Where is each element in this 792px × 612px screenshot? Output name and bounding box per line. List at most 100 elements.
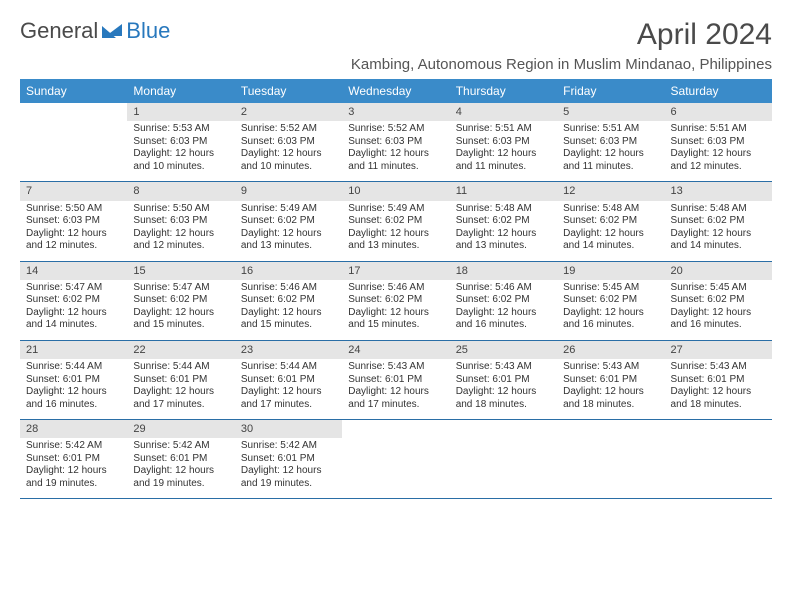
day-header: Sunday — [20, 79, 127, 103]
calendar-day-cell: 23Sunrise: 5:44 AMSunset: 6:01 PMDayligh… — [235, 340, 342, 419]
calendar-day-cell — [665, 420, 772, 499]
logo-text-blue: Blue — [126, 18, 170, 44]
day-body: Sunrise: 5:43 AMSunset: 6:01 PMDaylight:… — [342, 359, 449, 419]
day-line: Sunrise: 5:53 AM — [133, 123, 228, 136]
calendar-day-cell — [20, 103, 127, 182]
day-line: Sunrise: 5:42 AM — [241, 440, 336, 453]
day-line: Sunset: 6:01 PM — [241, 374, 336, 387]
day-number: 18 — [450, 262, 557, 280]
day-line: Daylight: 12 hours — [133, 148, 228, 161]
day-line: Sunset: 6:03 PM — [671, 136, 766, 149]
calendar-day-cell: 7Sunrise: 5:50 AMSunset: 6:03 PMDaylight… — [20, 182, 127, 261]
day-line: Sunrise: 5:49 AM — [241, 203, 336, 216]
day-number: 29 — [127, 420, 234, 438]
day-body: Sunrise: 5:47 AMSunset: 6:02 PMDaylight:… — [127, 280, 234, 340]
day-line: Daylight: 12 hours — [563, 307, 658, 320]
calendar-day-cell: 8Sunrise: 5:50 AMSunset: 6:03 PMDaylight… — [127, 182, 234, 261]
day-line: Sunset: 6:03 PM — [456, 136, 551, 149]
day-line: Sunrise: 5:43 AM — [563, 361, 658, 374]
calendar-week-row: 14Sunrise: 5:47 AMSunset: 6:02 PMDayligh… — [20, 261, 772, 340]
day-line: Daylight: 12 hours — [241, 386, 336, 399]
day-number: 4 — [450, 103, 557, 121]
calendar-day-cell — [342, 420, 449, 499]
day-number: 14 — [20, 262, 127, 280]
day-body: Sunrise: 5:51 AMSunset: 6:03 PMDaylight:… — [557, 121, 664, 181]
day-line: and 17 minutes. — [348, 399, 443, 412]
day-number: 5 — [557, 103, 664, 121]
day-body: Sunrise: 5:49 AMSunset: 6:02 PMDaylight:… — [235, 201, 342, 261]
day-line: Daylight: 12 hours — [348, 307, 443, 320]
day-number: 11 — [450, 182, 557, 200]
day-body: Sunrise: 5:42 AMSunset: 6:01 PMDaylight:… — [20, 438, 127, 498]
day-line: Sunset: 6:01 PM — [26, 374, 121, 387]
day-line: Sunset: 6:02 PM — [563, 215, 658, 228]
calendar-day-cell: 5Sunrise: 5:51 AMSunset: 6:03 PMDaylight… — [557, 103, 664, 182]
calendar-day-cell: 10Sunrise: 5:49 AMSunset: 6:02 PMDayligh… — [342, 182, 449, 261]
day-header: Thursday — [450, 79, 557, 103]
day-line: Sunrise: 5:48 AM — [563, 203, 658, 216]
day-body: Sunrise: 5:48 AMSunset: 6:02 PMDaylight:… — [665, 201, 772, 261]
day-number — [20, 103, 127, 119]
calendar-day-cell: 6Sunrise: 5:51 AMSunset: 6:03 PMDaylight… — [665, 103, 772, 182]
day-line: Daylight: 12 hours — [133, 307, 228, 320]
day-line: and 12 minutes. — [133, 240, 228, 253]
day-line: Sunrise: 5:52 AM — [241, 123, 336, 136]
day-line: Sunset: 6:02 PM — [563, 294, 658, 307]
day-line: Sunset: 6:03 PM — [133, 215, 228, 228]
calendar-day-cell — [557, 420, 664, 499]
day-number: 10 — [342, 182, 449, 200]
day-line: and 16 minutes. — [563, 319, 658, 332]
day-number: 27 — [665, 341, 772, 359]
day-line: Sunset: 6:01 PM — [563, 374, 658, 387]
day-number: 16 — [235, 262, 342, 280]
day-line: Sunrise: 5:44 AM — [241, 361, 336, 374]
day-body: Sunrise: 5:44 AMSunset: 6:01 PMDaylight:… — [235, 359, 342, 419]
day-body: Sunrise: 5:51 AMSunset: 6:03 PMDaylight:… — [665, 121, 772, 181]
day-line: Sunrise: 5:50 AM — [133, 203, 228, 216]
day-line: Daylight: 12 hours — [241, 465, 336, 478]
day-line: Daylight: 12 hours — [563, 386, 658, 399]
calendar-thead: SundayMondayTuesdayWednesdayThursdayFrid… — [20, 79, 772, 103]
calendar-day-cell: 26Sunrise: 5:43 AMSunset: 6:01 PMDayligh… — [557, 340, 664, 419]
day-line: Daylight: 12 hours — [348, 228, 443, 241]
day-line: Sunset: 6:01 PM — [133, 374, 228, 387]
day-line: Sunset: 6:02 PM — [241, 215, 336, 228]
day-line: Sunrise: 5:43 AM — [348, 361, 443, 374]
calendar-week-row: 28Sunrise: 5:42 AMSunset: 6:01 PMDayligh… — [20, 420, 772, 499]
logo-text-general: General — [20, 18, 98, 44]
day-line: and 14 minutes. — [26, 319, 121, 332]
day-line: Daylight: 12 hours — [671, 307, 766, 320]
day-line: Daylight: 12 hours — [133, 228, 228, 241]
day-body: Sunrise: 5:48 AMSunset: 6:02 PMDaylight:… — [450, 201, 557, 261]
day-line: Sunrise: 5:47 AM — [26, 282, 121, 295]
day-body: Sunrise: 5:45 AMSunset: 6:02 PMDaylight:… — [665, 280, 772, 340]
calendar-day-cell: 30 Sunrise: 5:42 AMSunset: 6:01 PMDayligh… — [235, 420, 342, 499]
day-line: Daylight: 12 hours — [241, 307, 336, 320]
header-row: General Blue April 2024 — [20, 18, 772, 52]
day-line: Daylight: 12 hours — [671, 386, 766, 399]
day-body: Sunrise: 5:43 AMSunset: 6:01 PMDaylight:… — [450, 359, 557, 419]
day-line: Sunrise: 5:45 AM — [563, 282, 658, 295]
location-subtitle: Kambing, Autonomous Region in Muslim Min… — [20, 56, 772, 73]
day-body: Sunrise: 5:46 AMSunset: 6:02 PMDaylight:… — [450, 280, 557, 340]
day-line: Sunrise: 5:44 AM — [133, 361, 228, 374]
day-line: and 12 minutes. — [26, 240, 121, 253]
day-number: 30 — [235, 420, 342, 438]
calendar-day-cell: 15Sunrise: 5:47 AMSunset: 6:02 PMDayligh… — [127, 261, 234, 340]
day-line: Sunset: 6:02 PM — [671, 215, 766, 228]
calendar-day-cell: 29Sunrise: 5:42 AMSunset: 6:01 PMDayligh… — [127, 420, 234, 499]
day-header: Monday — [127, 79, 234, 103]
day-line: Sunrise: 5:51 AM — [456, 123, 551, 136]
day-line: Sunset: 6:01 PM — [348, 374, 443, 387]
day-line: and 18 minutes. — [671, 399, 766, 412]
day-number: 21 — [20, 341, 127, 359]
day-line: Daylight: 12 hours — [671, 228, 766, 241]
day-number: 12 — [557, 182, 664, 200]
day-line: Sunrise: 5:49 AM — [348, 203, 443, 216]
day-line: Sunset: 6:01 PM — [241, 453, 336, 466]
day-line: Daylight: 12 hours — [26, 307, 121, 320]
day-line: Sunrise: 5:46 AM — [348, 282, 443, 295]
month-title: April 2024 — [637, 18, 772, 52]
day-line: Sunset: 6:02 PM — [348, 294, 443, 307]
day-line: Sunrise: 5:45 AM — [671, 282, 766, 295]
